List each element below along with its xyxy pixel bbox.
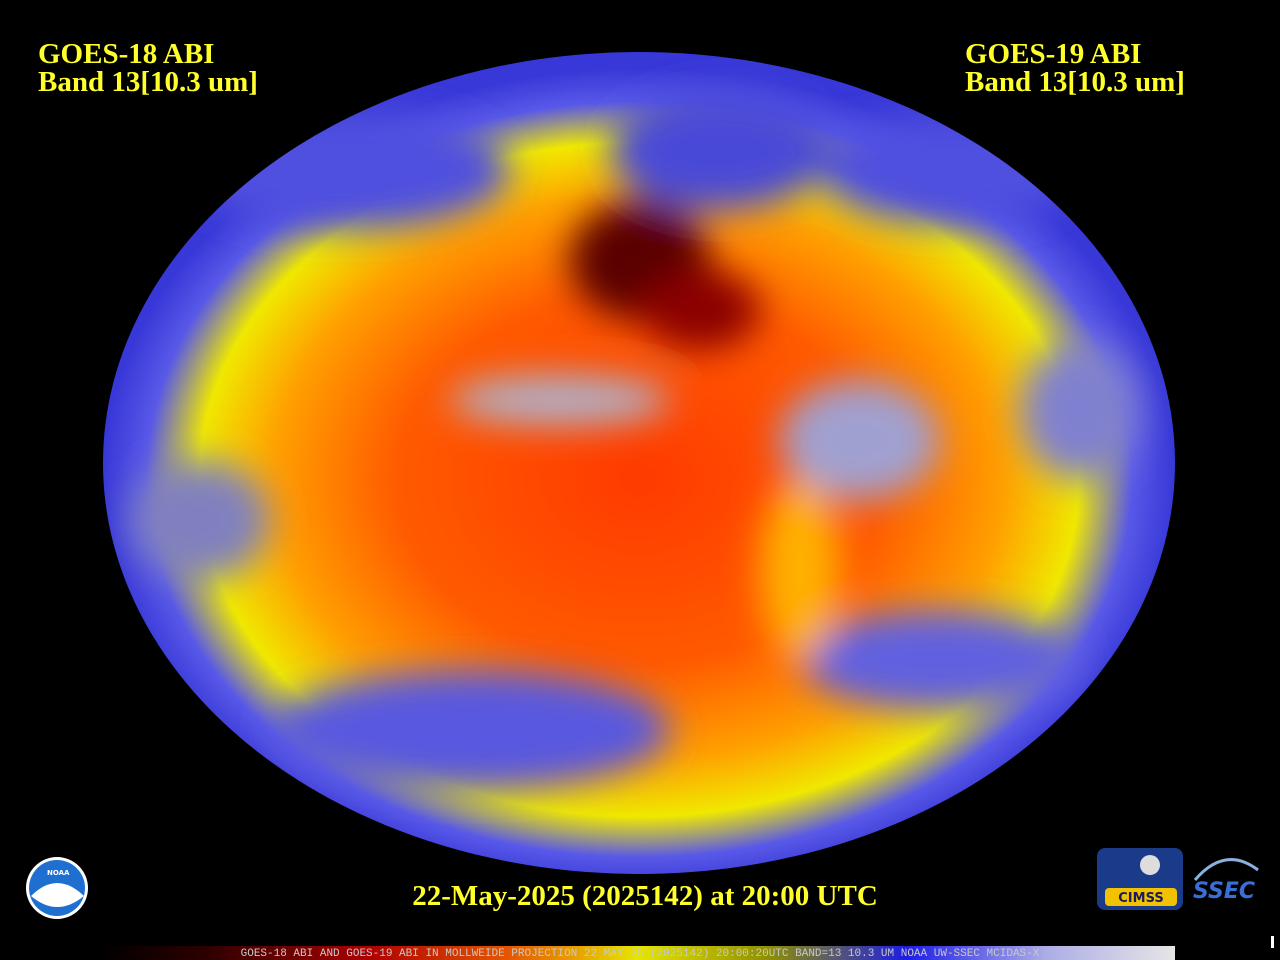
noaa-bird: [31, 883, 84, 907]
ssec-arc: [1193, 858, 1259, 881]
noaa-label: NOAA: [47, 869, 70, 877]
color-bar: [100, 946, 1175, 960]
cimss-banner: [1105, 888, 1177, 906]
left-title: GOES-18 ABI: [38, 38, 214, 70]
corner-tick: [1271, 936, 1274, 948]
cimss-dome: [1140, 855, 1160, 875]
left-band: Band 13[10.3 um]: [38, 66, 258, 98]
right-band: Band 13[10.3 um]: [965, 66, 1185, 98]
noaa-logo: NOAA: [26, 857, 88, 919]
cimss-logo: CIMSS: [1097, 848, 1183, 910]
footer-caption: GOES-18 ABI AND GOES-19 ABI IN MOLLWEIDE…: [241, 948, 1040, 960]
ssec-label: SSEC: [1193, 879, 1255, 904]
ssec-logo: SSEC: [1193, 858, 1259, 904]
cimss-label: CIMSS: [1118, 891, 1163, 906]
timestamp: 22-May-2025 (2025142) at 20:00 UTC: [412, 880, 878, 912]
cloud-features: [130, 90, 1140, 790]
right-title: GOES-19 ABI: [965, 38, 1141, 70]
